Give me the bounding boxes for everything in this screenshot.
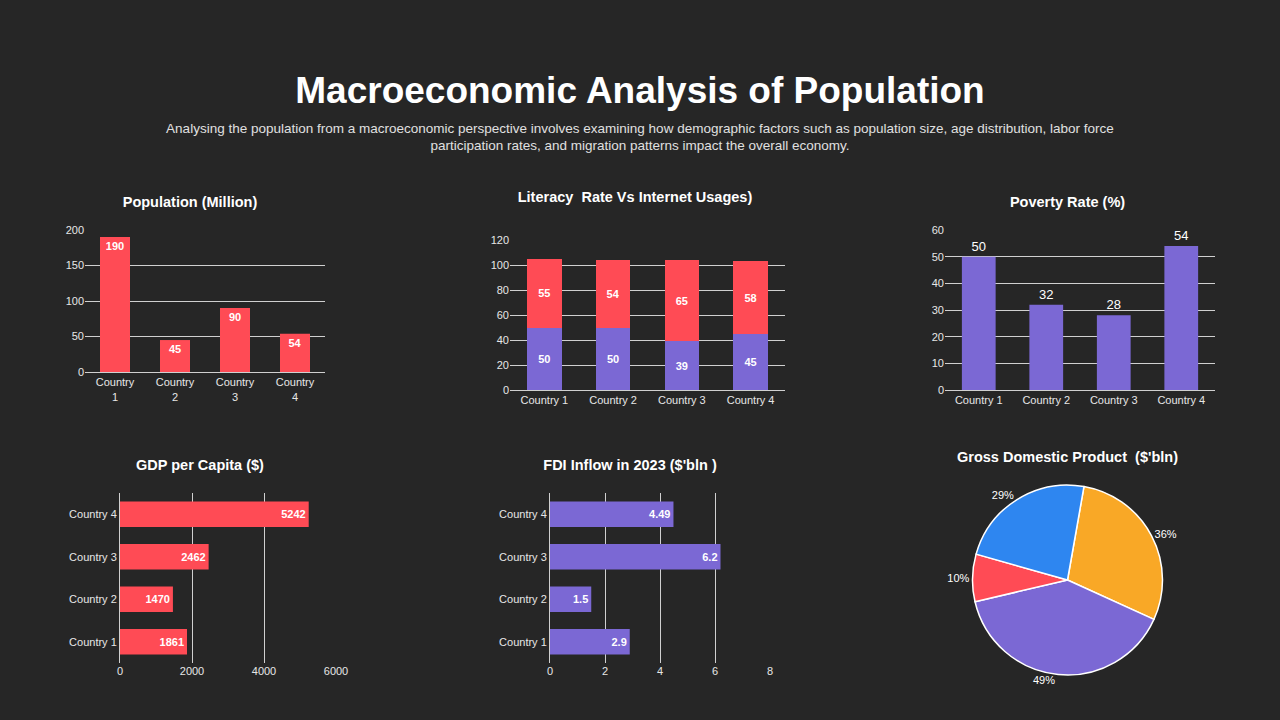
svg-text:Country 1: Country 1 (521, 394, 569, 406)
svg-text:2000: 2000 (180, 665, 204, 677)
svg-text:FDI Inflow in 2023 ($'bln ): FDI Inflow in 2023 ($'bln ) (543, 457, 717, 473)
svg-text:60: 60 (497, 309, 509, 321)
svg-text:1861: 1861 (160, 636, 184, 648)
svg-text:Country 2: Country 2 (1022, 394, 1070, 406)
svg-text:Country4: Country4 (276, 376, 315, 402)
svg-text:190: 190 (106, 240, 124, 252)
svg-text:Gross Domestic Product ($'bln: Gross Domestic Product ($'bln) (957, 449, 1178, 465)
svg-text:Country 3: Country 3 (69, 551, 117, 563)
svg-text:Country 2: Country 2 (499, 593, 547, 605)
svg-text:50: 50 (607, 353, 619, 365)
svg-text:Country 4: Country 4 (1157, 394, 1205, 406)
html-text:Macroeconomic Analysis of Popu: Macroeconomic Analysis of Population (295, 70, 985, 111)
svg-text:40: 40 (932, 277, 944, 289)
svg-text:60: 60 (932, 224, 944, 236)
svg-text:100: 100 (491, 259, 509, 271)
svg-text:Country 4: Country 4 (499, 508, 547, 520)
svg-text:90: 90 (229, 311, 241, 323)
svg-text:20: 20 (932, 331, 944, 343)
svg-text:2.9: 2.9 (611, 636, 626, 648)
svg-text:150: 150 (66, 259, 84, 271)
svg-text:4: 4 (657, 665, 663, 677)
svg-text:5242: 5242 (281, 508, 305, 520)
svg-text:0: 0 (938, 384, 944, 396)
svg-text:0: 0 (117, 665, 123, 677)
svg-text:Country 4: Country 4 (69, 508, 117, 520)
svg-text:2: 2 (602, 665, 608, 677)
svg-text:Country 2: Country 2 (69, 593, 117, 605)
svg-text:50: 50 (972, 239, 986, 254)
svg-text:28: 28 (1107, 297, 1121, 312)
svg-text:6: 6 (712, 665, 718, 677)
svg-text:45: 45 (169, 343, 181, 355)
svg-text:50: 50 (538, 353, 550, 365)
svg-text:Country 1: Country 1 (69, 636, 117, 648)
svg-text:Country2: Country2 (156, 376, 195, 402)
svg-text:10: 10 (932, 357, 944, 369)
svg-text:200: 200 (66, 224, 84, 236)
svg-text:65: 65 (676, 295, 688, 307)
svg-text:2462: 2462 (181, 551, 205, 563)
svg-text:4000: 4000 (252, 665, 276, 677)
svg-text:29%: 29% (992, 489, 1014, 501)
svg-text:54: 54 (607, 288, 620, 300)
svg-text:Population (Million): Population (Million) (123, 194, 258, 210)
svg-text:Country1: Country1 (96, 376, 135, 402)
svg-text:0: 0 (547, 665, 553, 677)
svg-text:40: 40 (497, 334, 509, 346)
svg-text:10%: 10% (947, 572, 969, 584)
svg-text:1.5: 1.5 (573, 593, 588, 605)
svg-text:20: 20 (497, 359, 509, 371)
svg-text:Country 3: Country 3 (499, 551, 547, 563)
svg-text:120: 120 (491, 234, 509, 246)
svg-text:50: 50 (932, 251, 944, 263)
svg-text:50: 50 (72, 330, 84, 342)
svg-text:54: 54 (288, 337, 301, 349)
svg-text:54: 54 (1174, 228, 1188, 243)
html-text:Analysing the population from: Analysing the population from a macroeco… (166, 121, 1114, 153)
svg-text:Country 4: Country 4 (727, 394, 775, 406)
svg-text:0: 0 (503, 384, 509, 396)
svg-text:0: 0 (78, 366, 84, 378)
svg-text:58: 58 (745, 292, 757, 304)
svg-text:6000: 6000 (324, 665, 348, 677)
svg-text:39: 39 (676, 360, 688, 372)
svg-text:45: 45 (745, 356, 757, 368)
svg-text:6.2: 6.2 (702, 551, 717, 563)
svg-text:Country 1: Country 1 (499, 636, 547, 648)
svg-text:Country 1: Country 1 (955, 394, 1003, 406)
svg-text:Country 3: Country 3 (1090, 394, 1138, 406)
svg-text:Country 2: Country 2 (589, 394, 637, 406)
svg-text:32: 32 (1039, 287, 1053, 302)
svg-text:Poverty Rate (%): Poverty Rate (%) (1010, 194, 1125, 210)
svg-text:Literacy Rate Vs Internet Usa: Literacy Rate Vs Internet Usages) (518, 189, 753, 205)
svg-text:55: 55 (538, 287, 550, 299)
svg-text:8: 8 (767, 665, 773, 677)
svg-text:Country 3: Country 3 (658, 394, 706, 406)
svg-text:4.49: 4.49 (649, 508, 670, 520)
svg-text:49%: 49% (1033, 674, 1055, 686)
svg-text:Country3: Country3 (216, 376, 255, 402)
svg-text:GDP per Capita ($): GDP per Capita ($) (136, 457, 264, 473)
svg-text:100: 100 (66, 295, 84, 307)
svg-text:30: 30 (932, 304, 944, 316)
svg-text:1470: 1470 (145, 593, 169, 605)
svg-text:36%: 36% (1155, 528, 1177, 540)
svg-text:80: 80 (497, 284, 509, 296)
